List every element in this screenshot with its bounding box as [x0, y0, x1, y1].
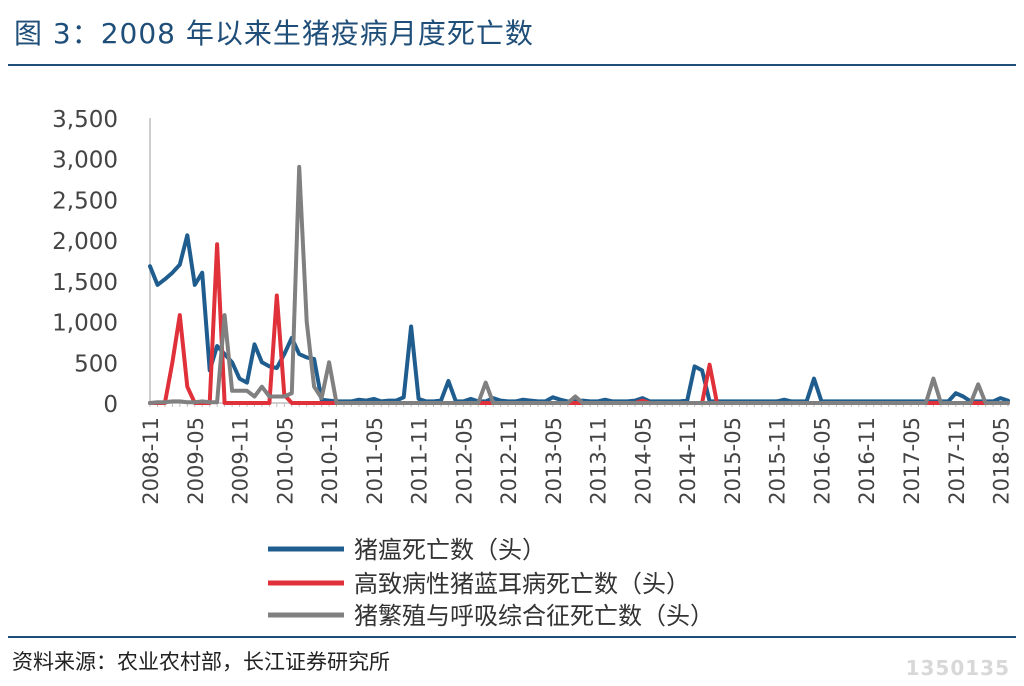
x-tick-label: 2012-05 — [452, 417, 476, 505]
y-tick-label: 0 — [103, 392, 118, 418]
legend-label-2: 高致病性猪蓝耳病死亡数（头） — [354, 570, 690, 598]
x-tick-label: 2011-05 — [363, 417, 387, 505]
x-tick-label: 2017-05 — [900, 417, 924, 505]
y-tick-label: 1,000 — [52, 311, 118, 337]
x-tick-label: 2009-05 — [184, 417, 208, 505]
x-tick-label: 2014-11 — [676, 417, 700, 505]
figure-title: 图 3：2008 年以来生猪疫病月度死亡数 — [14, 17, 534, 50]
y-tick-label: 2,500 — [52, 188, 118, 214]
x-tick-label: 2015-11 — [766, 417, 790, 505]
series-line-2 — [148, 242, 1010, 405]
x-tick-label: 2009-11 — [229, 417, 253, 505]
legend-label-1: 猪瘟死亡数（头） — [354, 536, 546, 564]
legend-label-3: 猪繁殖与呼吸综合征死亡数（头） — [354, 602, 714, 630]
y-tick-label: 3,000 — [52, 148, 118, 174]
x-tick-label: 2017-11 — [945, 417, 969, 505]
source-note: 资料来源：农业农村部，长江证券研究所 — [12, 650, 390, 674]
x-tick-label: 2010-05 — [273, 417, 297, 505]
x-tick-label: 2013-05 — [542, 417, 566, 505]
y-tick-label: 2,000 — [52, 229, 118, 255]
x-tick-label: 2016-11 — [855, 417, 879, 505]
title-rule — [8, 64, 1016, 66]
x-tick-label: 2010-11 — [318, 417, 342, 505]
x-tick-label: 2014-05 — [631, 417, 655, 505]
y-tick-label: 3,500 — [52, 107, 118, 133]
x-tick-label: 2015-05 — [721, 417, 745, 505]
x-tick-label: 2008-11 — [139, 417, 163, 505]
x-tick-label: 2012-11 — [497, 417, 521, 505]
series-line-3 — [148, 164, 1010, 405]
watermark-logo: 1350135 — [905, 656, 1010, 680]
y-tick-label: 1,500 — [52, 270, 118, 296]
footer-rule — [8, 636, 1016, 638]
x-tick-label: 2016-05 — [810, 417, 834, 505]
x-tick-label: 2018-05 — [990, 417, 1014, 505]
x-tick-label: 2013-11 — [587, 417, 611, 505]
y-tick-label: 500 — [74, 351, 118, 377]
x-tick-label: 2011-11 — [408, 417, 432, 505]
